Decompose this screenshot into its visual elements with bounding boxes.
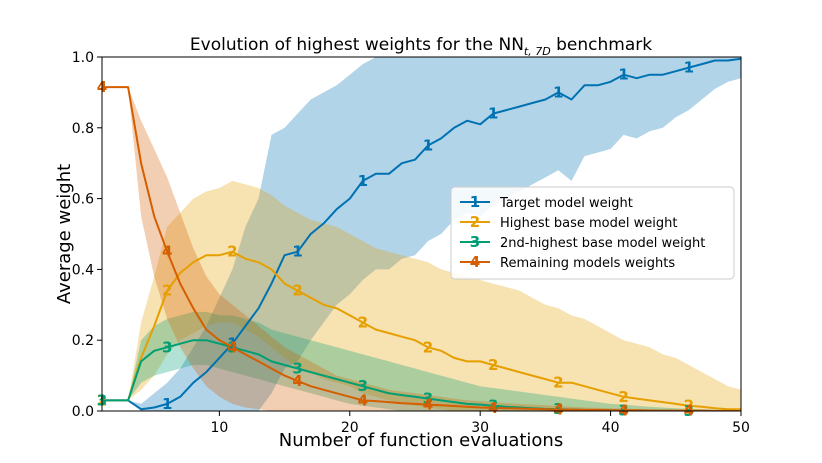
y-tick-label: 1.0 <box>72 50 94 66</box>
legend-label-2: Highest base model weight <box>500 216 677 231</box>
legend-marker-1: 1 <box>470 193 480 211</box>
marker-series-4: 4 <box>227 338 237 356</box>
band-series-1 <box>102 57 741 411</box>
marker-series-3: 3 <box>227 338 237 356</box>
x-tick-label: 50 <box>732 420 750 436</box>
marker-series-3: 3 <box>358 377 368 395</box>
marker-series-4: 4 <box>162 243 172 261</box>
x-tick-label: 20 <box>341 420 359 436</box>
y-tick-label: 0.2 <box>72 333 94 349</box>
marker-series-3: 3 <box>553 400 563 418</box>
marker-series-4: 4 <box>488 399 498 417</box>
line-series-4 <box>102 86 741 411</box>
marker-series-1: 1 <box>553 83 563 101</box>
plot-frame <box>101 56 742 412</box>
band-series-2 <box>102 180 741 411</box>
marker-series-4: 4 <box>618 401 628 419</box>
legend-marker-3: 3 <box>470 233 480 251</box>
band-series-4 <box>102 87 741 411</box>
legend-label-3: 2nd-highest base model weight <box>500 236 705 251</box>
legend-box <box>450 186 735 280</box>
y-axis-label: Average weight <box>54 164 75 304</box>
confidence-bands <box>102 57 741 411</box>
y-axis-ticks: 0.0 0.2 0.4 0.6 0.8 1.0 <box>72 50 102 420</box>
marker-series-2: 2 <box>162 282 172 300</box>
marker-series-4: 4 <box>292 372 302 390</box>
y-tick-label: 0.0 <box>72 404 94 420</box>
marker-series-1: 1 <box>423 137 433 155</box>
marker-series-3: 3 <box>162 338 172 356</box>
marker-series-1: 1 <box>684 59 694 77</box>
x-tick-label: 10 <box>210 420 228 436</box>
legend: 1 Target model weight 2 Highest base model … <box>450 186 735 280</box>
legend-label-4: Remaining models weights <box>500 256 675 271</box>
marker-series-2: 2 <box>358 314 368 332</box>
marker-series-2: 2 <box>227 243 237 261</box>
marker-series-2: 2 <box>684 397 694 415</box>
marker-series-3: 3 <box>423 390 433 408</box>
y-tick-label: 0.8 <box>72 121 94 137</box>
marker-series-2: 2 <box>553 374 563 392</box>
marker-series-3: 3 <box>292 360 302 378</box>
marker-series-2: 2 <box>292 282 302 300</box>
marker-series-4: 4 <box>358 391 368 409</box>
marker-series-1: 1 <box>488 105 498 123</box>
y-tick-label: 0.4 <box>72 262 94 278</box>
legend-marker-4: 4 <box>470 253 480 271</box>
legend-marker-2: 2 <box>470 213 480 231</box>
chart-title-suffix: benchmark <box>551 35 653 55</box>
band-series-3 <box>102 311 741 411</box>
chart-title: Evolution of highest weights for the NNt… <box>190 35 652 58</box>
line-series-1 <box>102 57 741 411</box>
chart-title-subscript: t, 7D <box>524 45 551 58</box>
y-tick-label: 0.6 <box>72 192 94 208</box>
x-tick-label: 40 <box>602 420 620 436</box>
marker-series-1: 1 <box>227 335 237 353</box>
marker-series-1: 1 <box>358 172 368 190</box>
marker-series-2: 2 <box>618 388 628 406</box>
marker-series-1: 1 <box>162 395 172 413</box>
x-tick-label: 30 <box>471 420 489 436</box>
chart-title-prefix: Evolution of highest weights for the NN <box>190 35 524 55</box>
marker-series-2: 2 <box>488 356 498 374</box>
marker-series-4: 4 <box>553 401 563 419</box>
x-axis-label: Number of function evaluations <box>279 430 563 451</box>
marker-series-3: 3 <box>488 397 498 415</box>
marker-series-1: 1 <box>618 66 628 84</box>
line-series-2 <box>102 250 741 411</box>
x-axis-ticks: 10 20 30 40 50 <box>210 411 750 436</box>
marker-series-4: 4 <box>423 396 433 414</box>
legend-label-1: Target model weight <box>499 196 633 211</box>
marker-series-1: 1 <box>292 243 302 261</box>
marker-series-2: 2 <box>423 338 433 356</box>
